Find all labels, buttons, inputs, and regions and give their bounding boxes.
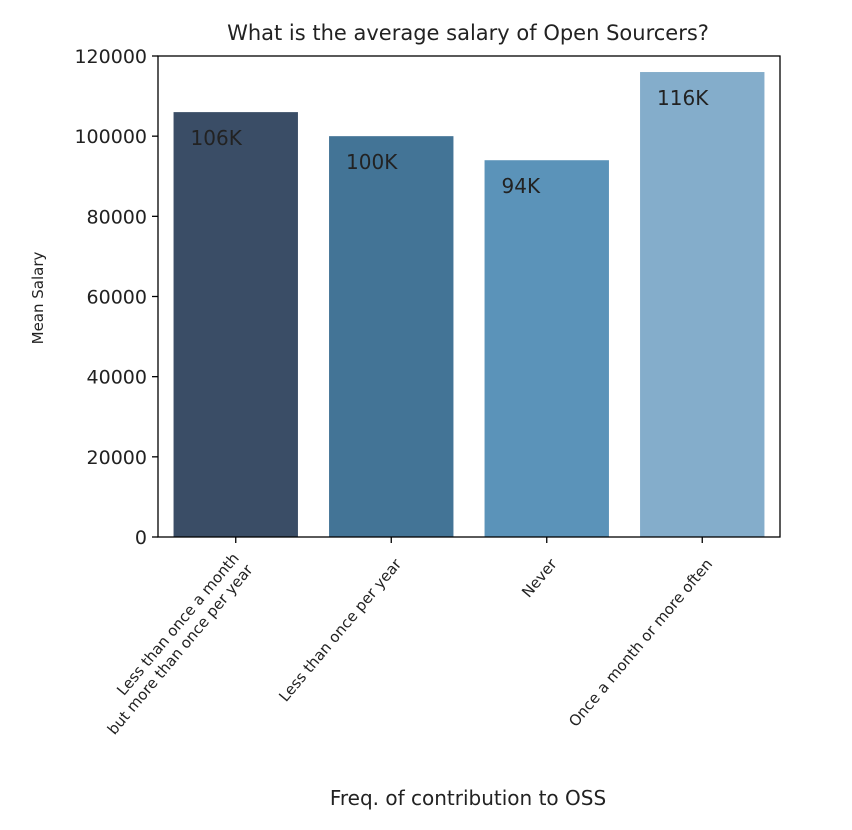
x-tick-label-line: but more than once per year [104, 560, 257, 738]
y-tick-label-2: 40000 [87, 367, 147, 389]
x-tick-label-2: Never [518, 555, 561, 601]
y-tick-label-1: 20000 [87, 447, 147, 469]
y-tick-label-4: 80000 [87, 206, 147, 228]
x-tick-label-line: Never [518, 555, 561, 601]
x-tick-label-line: Once a month or more often [565, 555, 716, 730]
x-axis-label: Freq. of contribution to OSS [330, 786, 606, 810]
x-tick-label-1: Less than once per year [275, 555, 405, 706]
bar-value-label-1: 100K [346, 150, 398, 174]
x-tick-label-line: Less than once per year [275, 555, 405, 706]
bar-3 [640, 72, 765, 538]
bar-2 [484, 160, 609, 537]
x-tick-label-3: Once a month or more often [565, 555, 716, 730]
bar-0 [173, 112, 298, 537]
x-tick-label-line: Less than once a month [113, 549, 243, 699]
y-tick-label-5: 100000 [74, 126, 147, 148]
plot-area: 106K 100K 94K 116K 0 20000 40000 60000 80000 1000… [74, 46, 781, 738]
y-tick-label-3: 60000 [87, 287, 147, 309]
bar-value-label-2: 94K [502, 174, 541, 198]
bar-value-label-0: 106K [191, 126, 243, 150]
bar-1 [329, 136, 454, 537]
chart-title: What is the average salary of Open Sourc… [227, 21, 709, 45]
y-tick-label-0: 0 [135, 527, 147, 549]
bar-value-label-3: 116K [657, 86, 709, 110]
x-tick-label-0: Less than once a monthbut more than once… [90, 549, 257, 738]
y-tick-label-6: 120000 [74, 46, 147, 68]
y-axis-label: Mean Salary [29, 252, 47, 345]
